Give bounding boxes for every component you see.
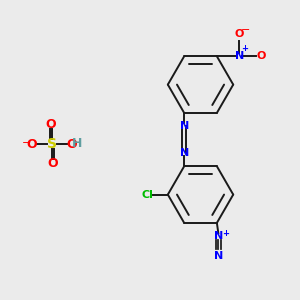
Text: O: O: [67, 138, 77, 151]
Text: −: −: [21, 139, 31, 148]
Text: H: H: [71, 137, 82, 150]
Text: +: +: [222, 229, 229, 238]
Text: N: N: [214, 231, 223, 241]
Text: N: N: [235, 51, 244, 61]
Text: N: N: [214, 251, 223, 261]
Text: Cl: Cl: [141, 190, 153, 200]
Text: O: O: [235, 29, 244, 39]
Text: N: N: [180, 121, 189, 131]
Text: +: +: [242, 44, 248, 53]
Text: O: O: [45, 118, 56, 130]
Text: O: O: [257, 51, 266, 61]
Text: −: −: [241, 25, 250, 34]
Text: O: O: [48, 158, 58, 170]
Text: S: S: [47, 137, 57, 151]
Text: O: O: [26, 138, 37, 151]
Text: N: N: [180, 148, 189, 158]
